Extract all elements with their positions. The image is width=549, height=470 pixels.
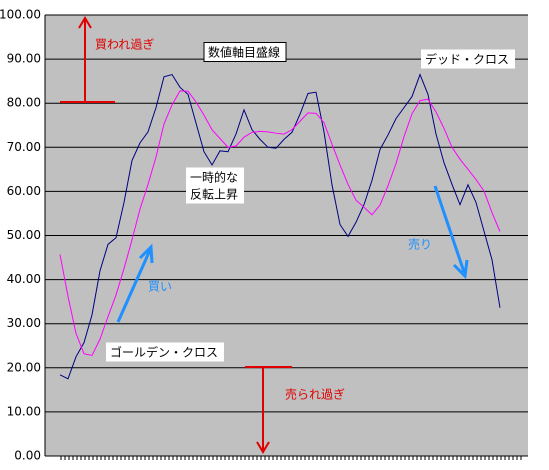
annotation: 売り xyxy=(408,237,432,252)
y-tick-label: 30.00 xyxy=(7,316,41,330)
y-tick-label: 90.00 xyxy=(7,52,41,66)
annotation: デッド・クロス xyxy=(425,52,509,67)
annotation-box xyxy=(203,42,287,62)
arrow-head xyxy=(138,243,154,264)
y-tick-label: 0.00 xyxy=(14,449,41,463)
annotation: 一時的な xyxy=(190,170,238,185)
buy-arrow xyxy=(116,249,152,323)
annotation-box xyxy=(421,49,516,69)
y-tick-label: 20.00 xyxy=(7,360,41,374)
arrow-head xyxy=(256,441,270,454)
decorations xyxy=(60,16,469,454)
annotation: 数値軸目盛線 xyxy=(208,45,280,60)
annotation: 買い xyxy=(148,280,172,294)
annotation-box xyxy=(106,342,225,362)
y-tick-label: 60.00 xyxy=(7,184,41,198)
y-tick-label: 100.00 xyxy=(0,8,41,22)
annotation: 売られ過ぎ xyxy=(285,387,345,402)
annotation: 反転上昇 xyxy=(190,188,238,202)
annotation: ゴールデン・クロス xyxy=(110,345,218,360)
series-line xyxy=(59,73,501,380)
annotation-box xyxy=(186,185,245,204)
annotation-box xyxy=(186,167,245,187)
y-tick-label: 80.00 xyxy=(7,96,41,110)
grid: 0.00 10.00 20.00 30.00 40.00 50.00 60.00 70.00 8… xyxy=(0,8,528,463)
sell-arrow xyxy=(433,185,466,273)
arrow-head xyxy=(78,16,92,29)
series-line xyxy=(59,90,501,357)
y-tick-label: 40.00 xyxy=(7,272,41,286)
y-tick-label: 10.00 xyxy=(7,404,41,418)
y-tick-label: 50.00 xyxy=(7,228,41,242)
arrow-head xyxy=(452,259,469,280)
y-tick-label: 70.00 xyxy=(7,140,41,154)
annotation: 買われ過ぎ xyxy=(95,38,154,52)
lines xyxy=(59,73,501,380)
